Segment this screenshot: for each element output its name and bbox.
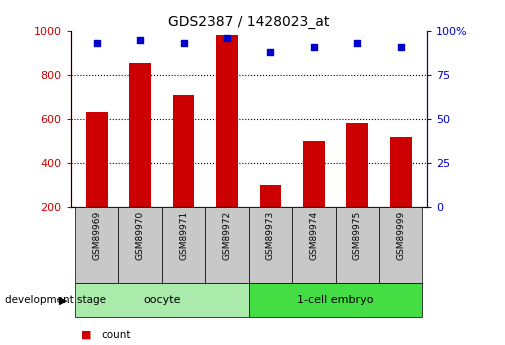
Point bbox=[180, 41, 188, 46]
Bar bbox=[303, 141, 325, 207]
Text: GSM89975: GSM89975 bbox=[353, 211, 362, 260]
Bar bbox=[216, 36, 238, 207]
Text: development stage: development stage bbox=[5, 295, 106, 305]
Text: GSM89973: GSM89973 bbox=[266, 211, 275, 260]
Bar bbox=[206, 207, 249, 283]
Text: GSM89969: GSM89969 bbox=[92, 211, 101, 260]
Text: ▶: ▶ bbox=[59, 295, 67, 305]
Point bbox=[136, 37, 144, 43]
Text: 1-cell embryo: 1-cell embryo bbox=[297, 295, 374, 305]
Bar bbox=[86, 112, 108, 207]
Text: GSM89970: GSM89970 bbox=[136, 211, 144, 260]
Text: GSM89974: GSM89974 bbox=[310, 211, 318, 260]
Text: oocyte: oocyte bbox=[143, 295, 181, 305]
Bar bbox=[335, 207, 379, 283]
Bar bbox=[173, 95, 194, 207]
Text: GSM89999: GSM89999 bbox=[396, 211, 405, 260]
Bar bbox=[75, 207, 119, 283]
Bar bbox=[346, 124, 368, 207]
Bar bbox=[162, 207, 206, 283]
Text: ■: ■ bbox=[81, 330, 91, 339]
Text: GSM89971: GSM89971 bbox=[179, 211, 188, 260]
Bar bbox=[248, 207, 292, 283]
Text: GSM89972: GSM89972 bbox=[223, 211, 231, 260]
Bar bbox=[292, 207, 335, 283]
Bar bbox=[248, 283, 422, 317]
Point bbox=[310, 44, 318, 50]
Point bbox=[266, 49, 274, 55]
Bar bbox=[129, 63, 151, 207]
Bar bbox=[390, 137, 412, 207]
Point bbox=[223, 35, 231, 41]
Text: count: count bbox=[101, 330, 130, 339]
Bar bbox=[119, 207, 162, 283]
Point bbox=[353, 41, 361, 46]
Bar bbox=[379, 207, 422, 283]
Point bbox=[93, 41, 101, 46]
Bar bbox=[75, 283, 248, 317]
Title: GDS2387 / 1428023_at: GDS2387 / 1428023_at bbox=[168, 14, 329, 29]
Point bbox=[396, 44, 405, 50]
Bar bbox=[260, 185, 281, 207]
